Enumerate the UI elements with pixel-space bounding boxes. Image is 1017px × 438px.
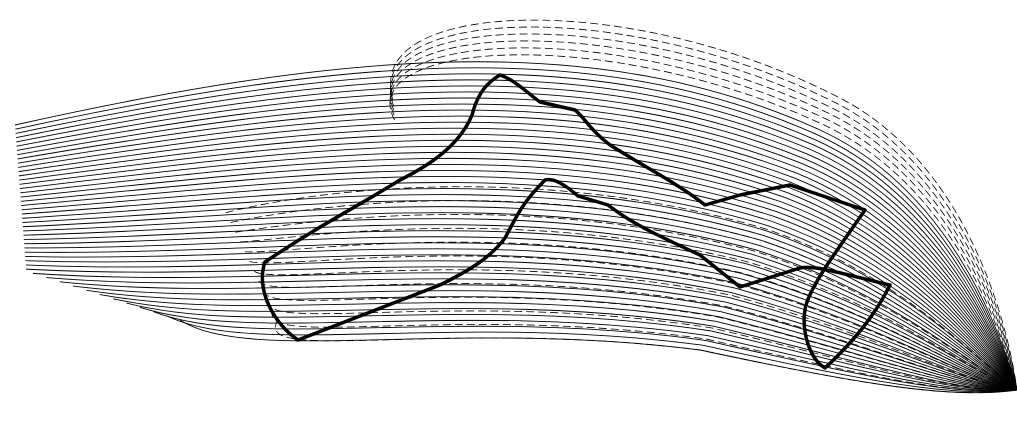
streamlines <box>15 20 1017 393</box>
streamline-figure <box>0 0 1017 438</box>
dashed-streamline <box>235 214 1017 390</box>
dashed-streamline <box>231 201 1017 390</box>
streamline <box>19 140 1017 390</box>
streamline <box>24 231 1017 390</box>
dashed-streamline <box>275 320 1017 393</box>
body-outline <box>262 75 890 368</box>
streamline <box>25 243 1017 390</box>
page: (() => { const NS = 'http://www.w3.org/2… <box>0 0 1017 438</box>
streamline <box>17 104 1017 390</box>
streamline <box>19 128 1017 390</box>
streamline <box>73 286 1017 390</box>
streamline <box>167 316 1017 392</box>
streamline <box>24 237 1017 390</box>
streamline <box>26 267 1017 390</box>
dashed-streamline <box>254 270 1017 390</box>
streamline <box>100 295 1017 390</box>
